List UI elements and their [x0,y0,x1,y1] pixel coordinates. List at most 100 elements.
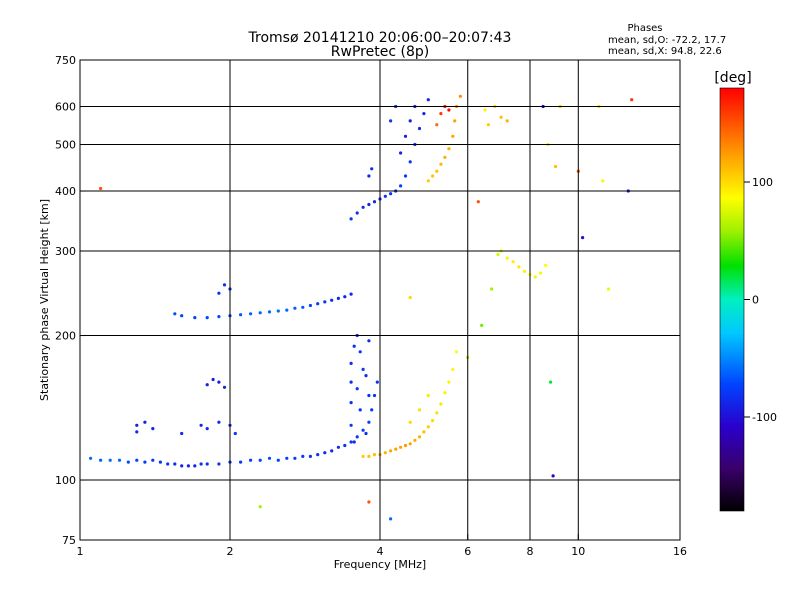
data-point [258,505,262,509]
data-point [355,387,359,391]
data-point [267,310,272,314]
data-point [490,287,494,291]
phases-heading: Phases [627,23,662,34]
data-point [403,134,408,138]
x-tick-label: 8 [527,545,534,558]
data-point [394,447,398,451]
data-point [151,427,155,431]
data-point [180,431,184,436]
data-point [367,174,371,178]
data-point [217,380,221,384]
data-point [417,435,422,439]
data-point [217,315,221,319]
data-point [367,454,371,458]
data-point [370,408,374,412]
y-tick-label: 100 [55,474,76,487]
data-point [186,464,190,468]
x-tick-label: 2 [227,545,234,558]
data-point [399,445,403,449]
data-point [370,167,374,171]
x-tick-label: 10 [571,545,585,558]
data-point [285,308,289,312]
data-point [117,458,122,462]
data-point [630,98,634,102]
data-point [173,462,177,466]
data-point [403,174,408,178]
data-point [422,112,426,116]
data-point [217,291,221,295]
series-group [349,333,371,444]
data-point [426,425,430,429]
data-point [553,164,558,169]
scatter-points [89,94,634,521]
data-point [349,423,353,427]
data-point [403,443,408,448]
data-point [367,420,371,424]
data-point [193,464,197,468]
chart-title-line1: Tromsø 20141210 20:06:00–20:07:43 [248,30,512,46]
data-point [496,252,500,257]
data-point [258,458,262,462]
data-point [180,464,184,468]
data-point [293,306,297,310]
data-point [330,298,334,302]
series-group [426,94,509,183]
data-point [258,311,262,315]
data-point [301,305,305,309]
x-tick-label: 1 [77,545,84,558]
data-point [352,440,356,444]
data-point [135,430,139,434]
data-point [372,200,377,204]
data-point [458,94,462,98]
data-point [486,123,490,127]
data-point [601,179,605,183]
data-point [522,269,527,273]
data-point [352,344,356,348]
colorbar-tick-label: -100 [752,411,777,424]
data-point [480,323,484,327]
data-point [435,411,439,415]
data-point [455,350,459,354]
data-point [358,350,362,354]
colorbar-label: [deg] [714,70,751,86]
series-group [361,350,459,458]
data-point [205,462,209,466]
data-point [364,374,368,378]
data-point [505,119,509,123]
data-point [151,458,155,462]
data-point [135,458,139,462]
data-point [199,423,203,427]
data-point [549,380,553,384]
data-point [408,119,412,123]
data-point [511,260,515,264]
data-point [205,427,209,431]
data-point [367,393,371,398]
data-point [239,460,243,464]
data-point [361,454,365,458]
y-tick-label: 200 [55,330,76,343]
data-point [99,186,103,191]
data-point [316,453,320,457]
data-point [372,453,377,457]
data-point [383,194,387,198]
data-point [399,151,403,155]
data-point [367,339,371,343]
data-point [439,402,443,406]
data-point [249,458,253,462]
data-point [233,431,237,436]
y-tick-label: 300 [55,245,76,258]
data-point [367,500,371,504]
data-point [453,119,457,123]
data-point [222,283,227,287]
data-point [239,313,243,317]
y-axis-label: Stationary phase Virtual Height [km] [38,199,51,401]
data-point [361,428,365,432]
data-point [361,205,365,209]
data-point [431,419,435,423]
data-point [217,420,221,424]
x-axis-ticks: 1 2 4 6 8 10 16 [77,534,687,558]
data-point [389,119,393,123]
x-tick-label: 6 [464,545,471,558]
data-point [158,460,162,464]
